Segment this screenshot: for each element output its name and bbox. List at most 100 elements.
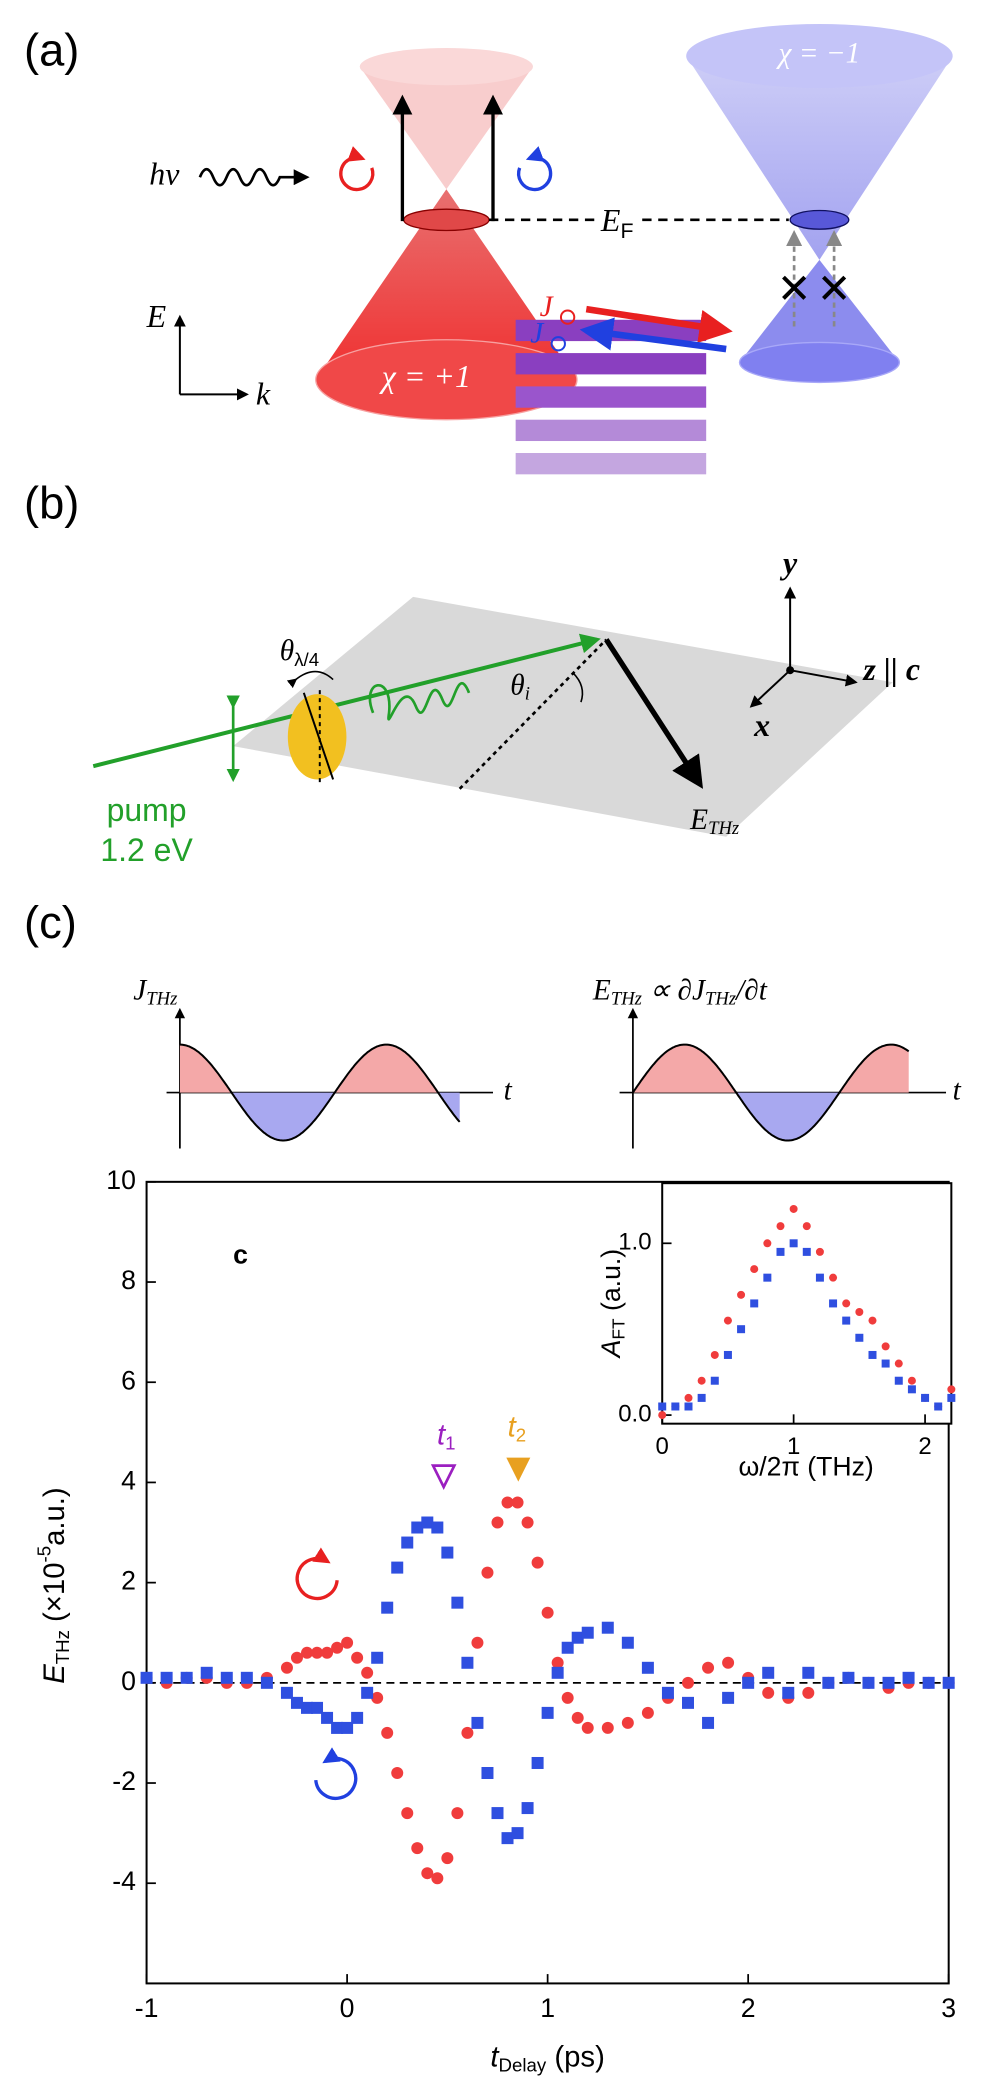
label-rest: (a.u.): [596, 1249, 626, 1319]
point: [710, 1350, 719, 1359]
lcp-icon: [516, 146, 553, 192]
x-tick-label: 2: [918, 1433, 931, 1460]
sketches: [166, 1007, 947, 1149]
point: [541, 1706, 554, 1719]
point: [802, 1666, 815, 1679]
x-tick-label: 0: [656, 1433, 669, 1460]
point: [421, 1516, 434, 1529]
y-tick-label: -4: [112, 1866, 136, 1896]
point: [671, 1402, 680, 1411]
point: [601, 1721, 614, 1734]
point: [511, 1496, 524, 1509]
point: [411, 1521, 424, 1534]
label-rest: (ps): [546, 2040, 605, 2073]
annotation-sub: 1: [445, 1432, 455, 1453]
point: [762, 1686, 775, 1699]
point: [521, 1802, 534, 1815]
y-tick-label: 4: [121, 1465, 136, 1495]
point: [902, 1671, 915, 1684]
point: [697, 1393, 706, 1402]
point: [815, 1247, 824, 1256]
sketch-label: ETHz ∝ ∂JTHz/∂t: [592, 974, 768, 1010]
point: [461, 1726, 474, 1739]
point: [180, 1671, 193, 1684]
point: [421, 1867, 434, 1880]
sketch-lobe: [335, 1044, 439, 1093]
point: [776, 1222, 785, 1231]
point: [907, 1376, 916, 1385]
point: [907, 1385, 916, 1394]
panel-label: (c): [24, 897, 77, 948]
point: [451, 1596, 464, 1609]
point: [829, 1299, 838, 1308]
helix: [368, 682, 471, 721]
point: [381, 1726, 394, 1739]
current-arrow: [585, 305, 733, 343]
point: [571, 1711, 584, 1724]
point: [942, 1676, 955, 1689]
point: [882, 1676, 895, 1689]
label-part: E: [592, 974, 611, 1006]
x-axis-label: tDelay (ps): [490, 2040, 604, 2075]
lcp-icon: [550, 336, 566, 352]
normal-line: [458, 638, 608, 790]
theta: θ: [280, 635, 294, 667]
point: [621, 1716, 634, 1729]
label-sub: FT: [608, 1318, 628, 1340]
point: [321, 1646, 334, 1659]
sketch-curve: [632, 1043, 910, 1142]
cone: [739, 259, 900, 363]
current-label: J: [530, 317, 545, 349]
theta-sub: λ/4: [294, 649, 319, 670]
y-tick-label: 0: [121, 1666, 136, 1696]
label-sup: -5: [33, 1546, 54, 1563]
sample-plane: [233, 596, 893, 837]
annotation: t1: [437, 1418, 456, 1453]
point: [481, 1566, 494, 1579]
point: [682, 1676, 694, 1689]
point: [551, 1666, 564, 1679]
point: [723, 1316, 732, 1325]
label-main: J: [133, 974, 148, 1006]
sketch-axis-label: t: [504, 1074, 513, 1106]
label-end: a.u.): [38, 1487, 71, 1546]
point: [737, 1290, 746, 1299]
point: [881, 1359, 890, 1368]
pump-beam: [92, 633, 601, 769]
x-tick-label: 3: [941, 1993, 956, 2023]
annotation: t2: [508, 1410, 527, 1445]
cone-top: [686, 23, 953, 88]
point: [855, 1333, 864, 1342]
point: [140, 1671, 153, 1684]
angle-arc: [572, 672, 584, 703]
y-tick-label: 0.0: [618, 1400, 651, 1427]
point: [280, 1686, 293, 1699]
point: [321, 1711, 334, 1724]
point: [491, 1516, 504, 1529]
point: [461, 1656, 474, 1669]
point: [561, 1641, 574, 1654]
panel-c: (c) JTHz t ETHz ∝ ∂JTHz/∂t t: [24, 897, 962, 1149]
sketch-label: JTHz: [133, 974, 178, 1010]
grating-bar: [515, 386, 707, 408]
sketch-lobe: [179, 1044, 232, 1093]
point: [311, 1701, 324, 1714]
point: [723, 1350, 732, 1359]
point: [934, 1402, 943, 1411]
point: [431, 1521, 444, 1534]
point: [301, 1646, 313, 1659]
marker-t2: [506, 1457, 531, 1482]
waveplate-axis: [302, 692, 335, 780]
point: [441, 1546, 454, 1559]
cone-base: [315, 339, 578, 421]
axis-label: k: [256, 376, 271, 411]
point: [501, 1832, 514, 1845]
cone-base: [738, 341, 901, 384]
cone: [315, 189, 577, 380]
point: [511, 1827, 524, 1840]
point: [391, 1561, 404, 1574]
chirality-label: χ = +1: [379, 359, 471, 394]
fermi-label: EF: [600, 203, 634, 242]
